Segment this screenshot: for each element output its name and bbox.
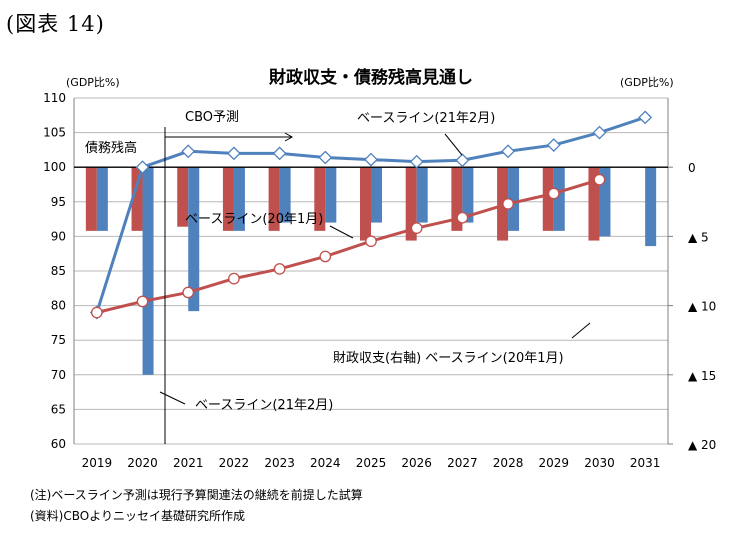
deficit-bar [416,167,428,223]
debt-point-2102 [638,110,653,125]
y2-tick-label: ▲ 5 [688,230,709,244]
debt-point-2001 [410,222,423,234]
debt-point-2102 [181,144,196,159]
deficit-bar [588,167,600,241]
debt-point-2001 [365,235,377,248]
deficit-bar [222,167,234,231]
debt-point-2001 [90,306,103,319]
x-tick-label: 2020 [127,456,158,470]
debt-point-2102 [455,153,470,168]
debt-point-2102 [227,146,241,161]
y-tick-label: 75 [51,333,66,347]
debt-point-2001 [228,272,240,285]
x-tick-label: 2030 [584,456,615,470]
deficit-bar [142,167,154,375]
chart-title: 財政収支・債務残高見通し [268,67,473,88]
deficit-bar [314,167,326,231]
deficit-bar [542,167,554,231]
deficit-bar [131,167,143,231]
x-tick-label: 2031 [630,456,661,470]
bar-2001-label: 財政収支(右軸) ベースライン(20年1月) [333,351,564,366]
deficit-bar [188,167,200,312]
y-tick-label: 100 [43,160,66,174]
deficit-bar [325,167,337,223]
x-tick-label: 2027 [447,456,478,470]
deficit-bar [85,167,97,231]
deficit-bar [553,167,565,231]
debt-point-2001 [456,211,469,224]
debt-point-2102 [318,150,333,165]
y-tick-label: 95 [51,195,66,209]
deficit-bar [268,167,280,231]
deficit-bar [233,167,245,231]
line-2102-label: ベースライン(21年2月) [357,111,495,126]
x-tick-label: 2029 [538,456,569,470]
y-tick-label: 65 [51,402,66,416]
deficit-bar [451,167,463,231]
y-tick-label: 60 [51,437,66,451]
debt-point-2001 [593,173,606,186]
y2-tick-label: ▲ 15 [688,369,716,383]
y2-tick-label: 0 [688,161,696,175]
bar-2001-pointer [571,322,591,339]
deficit-bar [405,167,417,241]
line-2001-pointer [329,225,354,239]
x-tick-label: 2024 [310,456,341,470]
right-axis-unit: (GDP比%) [620,76,674,89]
y-tick-label: 80 [51,299,66,313]
y2-tick-label: ▲ 10 [688,300,716,314]
debt-point-2102 [135,160,150,175]
deficit-bar [462,167,474,223]
deficit-bar [96,167,108,231]
footnote-source: (資料)CBOよりニッセイ基礎研究所作成 [30,509,245,523]
debt-point-2102 [272,146,287,161]
debt-point-2102 [364,152,378,167]
x-tick-label: 2023 [264,456,295,470]
debt-point-2102 [409,154,424,169]
x-tick-label: 2026 [401,456,432,470]
x-tick-label: 2019 [82,456,113,470]
deficit-bar [645,167,657,247]
y-tick-label: 90 [51,229,66,243]
deficit-bar [279,167,291,223]
y-tick-label: 110 [43,91,66,105]
debt-point-2001 [136,295,149,308]
debt-point-2001 [273,263,286,275]
debt-point-2102 [592,125,607,140]
debt-label: 債務残高 [85,140,137,156]
line-2001-label: ベースライン(20年1月) [185,212,323,227]
y-tick-label: 70 [51,368,66,382]
cbo-arrow-head [284,132,294,142]
x-tick-label: 2028 [493,456,524,470]
x-tick-label: 2021 [173,456,204,470]
deficit-bar [360,167,371,241]
bar-2102-pointer [159,391,186,405]
footnote-note: (注)ベースライン予測は現行予算関連法の継続を前提した試算 [30,488,363,502]
deficit-bar [508,167,520,231]
left-axis-unit: (GDP比%) [66,76,120,89]
deficit-bar [177,167,189,227]
deficit-bar [371,167,382,223]
deficit-bar [599,167,611,237]
x-tick-label: 2025 [356,456,387,470]
cbo-forecast-label: CBO予測 [185,110,239,125]
debt-point-2102 [546,138,561,152]
x-tick-label: 2022 [219,456,250,470]
debt-point-2001 [547,187,560,200]
debt-point-2102 [501,144,515,159]
y-tick-label: 85 [51,264,66,278]
y2-tick-label: ▲ 20 [688,438,716,452]
debt-point-2001 [182,286,195,299]
line-2102-pointer [444,133,463,156]
y-tick-label: 105 [43,126,66,140]
figure-label: (図表 14) [6,12,105,36]
debt-point-2001 [319,250,332,263]
bar-2102-label: ベースライン(21年2月) [195,398,333,413]
debt-line [96,178,600,314]
debt-point-2001 [502,198,514,210]
